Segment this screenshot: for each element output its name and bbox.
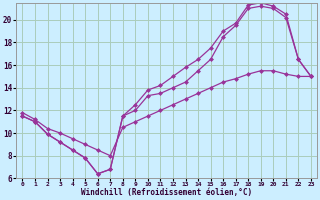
X-axis label: Windchill (Refroidissement éolien,°C): Windchill (Refroidissement éolien,°C) xyxy=(81,188,252,197)
